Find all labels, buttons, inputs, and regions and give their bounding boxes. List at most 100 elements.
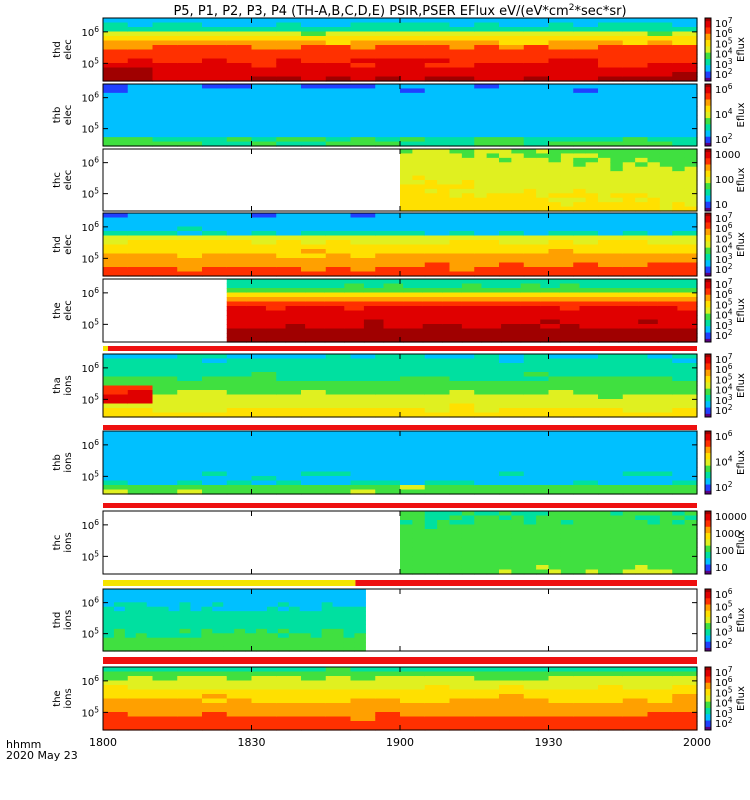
spectrogram-cell	[486, 197, 500, 203]
spectrogram-cell	[610, 193, 624, 199]
colorbar-tick-label: 102	[715, 328, 733, 342]
spectrogram-cell	[672, 45, 698, 51]
spectrogram-cell	[598, 123, 624, 129]
spectrogram-cell	[559, 328, 581, 334]
spectrogram-cell	[325, 97, 352, 103]
spectrogram-cell	[622, 166, 636, 172]
spectrogram-cell	[276, 716, 302, 722]
colorbar-segment	[705, 302, 711, 305]
spectrogram-cell	[622, 453, 649, 459]
colorbar-segment	[705, 369, 711, 372]
spectrogram-cell	[400, 712, 426, 718]
spectrogram-cell	[177, 31, 203, 37]
spectrogram-cell	[350, 88, 376, 94]
spectrogram-cell	[301, 27, 327, 33]
spectrogram-cell	[301, 88, 327, 94]
colorbar-tick-label: 107	[715, 277, 733, 291]
spectrogram-cell	[610, 180, 624, 186]
spectrogram-cell	[103, 27, 129, 33]
spectrogram-cell	[499, 381, 525, 387]
colorbar-segment	[705, 690, 711, 693]
spectrogram-cell	[124, 620, 137, 626]
spectrogram-cell	[523, 202, 537, 208]
spectrogram-cell	[672, 202, 686, 208]
spectrogram-cell	[299, 593, 312, 599]
colorbar-segment	[705, 285, 711, 288]
spectrogram-cell	[573, 538, 587, 544]
colorbar-segment	[705, 396, 711, 399]
spectrogram-cell	[177, 408, 203, 414]
spectrogram-cell	[400, 412, 426, 418]
spectrogram-cell	[412, 515, 426, 521]
spectrogram-cell	[622, 716, 649, 722]
spectrogram-cell	[152, 128, 178, 134]
spectrogram-cell	[523, 698, 550, 704]
spectrogram-cell	[647, 249, 673, 255]
spectrogram-cell	[424, 217, 451, 223]
spectrogram-cell	[481, 297, 502, 303]
spectrogram-cell	[424, 440, 451, 446]
spectrogram-cell	[474, 676, 500, 682]
spectrogram-cell	[598, 712, 624, 718]
spectrogram-cell	[103, 222, 129, 228]
colorbar-segment	[705, 676, 711, 679]
spectrogram-cell	[560, 533, 574, 539]
spectrogram-cell	[461, 202, 475, 208]
spectrogram-cell	[598, 184, 611, 190]
spectrogram-cell	[226, 22, 253, 28]
spectrogram-cell	[325, 440, 352, 446]
spectrogram-cell	[474, 193, 488, 199]
spectrogram-cell	[474, 685, 500, 691]
spectrogram-cell	[400, 444, 426, 450]
spectrogram-cell	[523, 431, 550, 437]
colorbar-segment	[705, 272, 711, 275]
spectrogram-cell	[201, 615, 213, 621]
spectrogram-cell	[375, 385, 401, 391]
colorbar-segment	[705, 38, 711, 41]
spectrogram-cell	[573, 217, 599, 223]
colorbar-segment	[705, 186, 711, 189]
spectrogram-cell	[103, 123, 129, 129]
spectrogram-cell	[598, 533, 611, 539]
spectrogram-cell	[523, 721, 550, 727]
spectrogram-cell	[499, 153, 512, 159]
spectrogram-cell	[684, 149, 698, 155]
spectrogram-cell	[585, 149, 599, 155]
spectrogram-cell	[573, 520, 587, 526]
colorbar-segment	[705, 626, 711, 629]
spectrogram-cell	[647, 542, 661, 548]
colorbar-segment	[705, 673, 711, 676]
spectrogram-cell	[442, 310, 463, 316]
spectrogram-cell	[449, 180, 463, 186]
spectrogram-cell	[157, 597, 170, 603]
spectrogram-cell	[276, 249, 302, 255]
spectrogram-cell	[332, 593, 345, 599]
spectrogram-cell	[622, 363, 649, 369]
spectrogram-cell	[202, 680, 228, 686]
spectrogram-cell	[103, 376, 129, 382]
spectrogram-cell	[152, 354, 178, 360]
spectrogram-cell	[288, 628, 301, 634]
spectrogram-cell	[375, 22, 401, 28]
spectrogram-cell	[135, 628, 148, 634]
spectrogram-cell	[127, 115, 154, 121]
spectrogram-cell	[251, 694, 277, 700]
spectrogram-cell	[560, 166, 574, 172]
spectrogram-cell	[461, 149, 475, 155]
spectrogram-cell	[226, 235, 253, 241]
colorbar-segment	[705, 531, 711, 534]
spectrogram-cell	[424, 524, 438, 530]
spectrogram-cell	[354, 646, 366, 652]
spectrogram-cell	[103, 45, 129, 51]
spectrogram-cell	[474, 565, 488, 571]
spectrogram-cell	[127, 88, 154, 94]
spectrogram-cell	[325, 712, 352, 718]
spectrogram-cell	[212, 602, 224, 608]
spectrogram-cell	[276, 27, 302, 33]
spectrogram-cell	[301, 115, 327, 121]
colorbar-segment	[705, 206, 711, 209]
spectrogram-cell	[400, 188, 413, 194]
spectrogram-cell	[585, 202, 599, 208]
